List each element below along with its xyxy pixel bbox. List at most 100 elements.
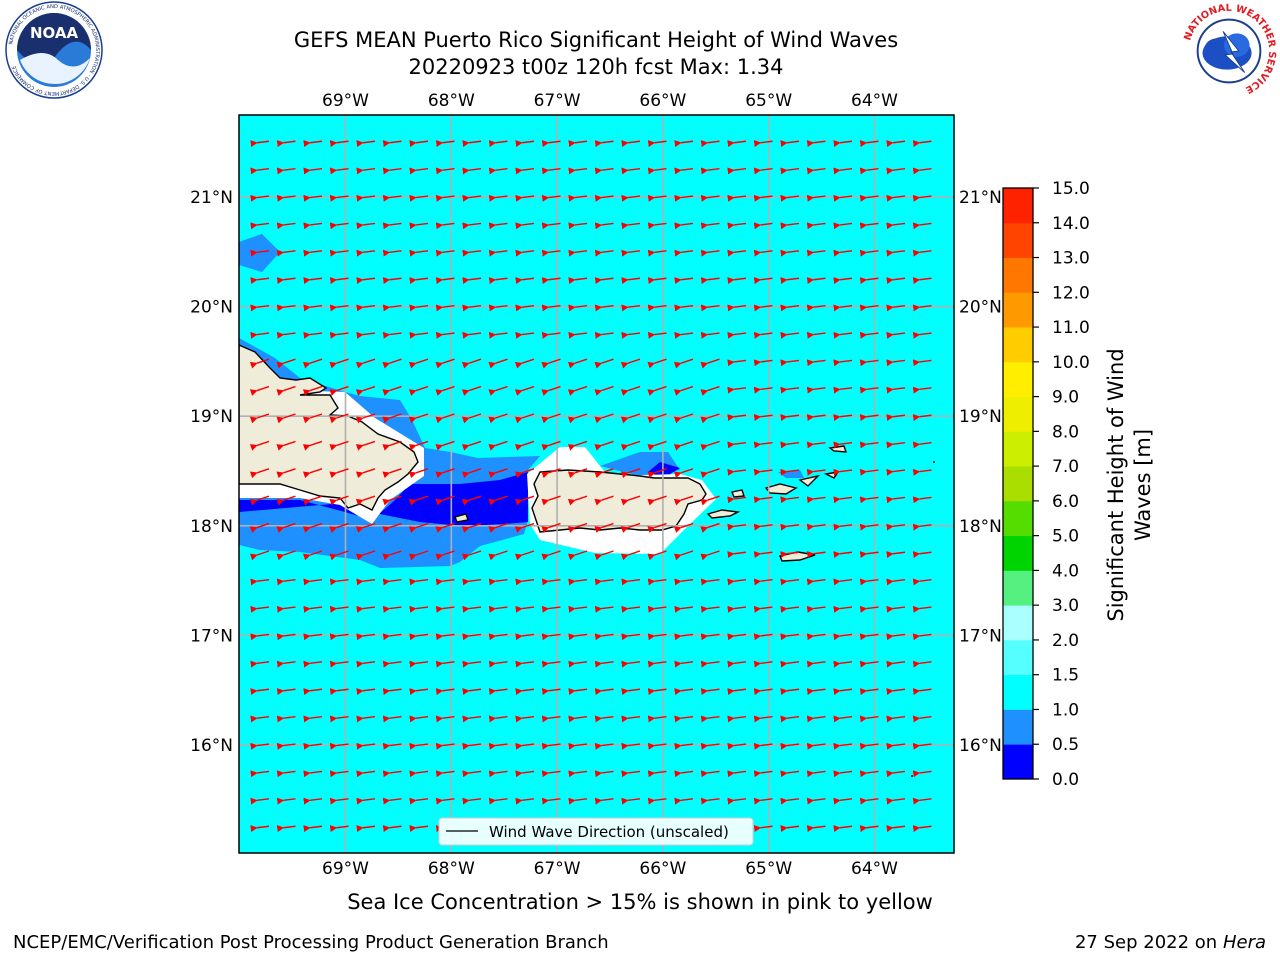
wave-direction-arrow — [329, 578, 349, 586]
wave-direction-arrow — [408, 413, 429, 424]
wave-direction-arrow — [329, 140, 349, 148]
wave-direction-arrow — [673, 550, 694, 561]
wave-direction-arrow — [780, 277, 800, 285]
wave-direction-arrow — [409, 797, 429, 805]
lon-label-bottom: 68°W — [428, 859, 475, 879]
wave-direction-arrow — [541, 495, 561, 506]
wave-direction-arrow — [276, 304, 296, 312]
wave-direction-arrow — [515, 222, 535, 230]
wave-direction-arrow — [276, 140, 296, 148]
wave-direction-arrow — [249, 468, 270, 479]
wave-direction-arrow — [488, 140, 508, 148]
wave-direction-arrow — [514, 522, 535, 533]
wave-direction-arrow — [674, 660, 694, 668]
wave-direction-arrow — [859, 249, 879, 257]
wave-direction-arrow — [833, 277, 853, 285]
wave-direction-arrow — [912, 222, 932, 230]
wave-direction-arrow — [859, 660, 879, 668]
wave-direction-arrow — [382, 413, 402, 424]
wave-direction-arrow — [276, 440, 296, 451]
wave-direction-arrow — [462, 797, 482, 805]
wave-direction-arrow — [303, 715, 323, 723]
wave-direction-arrow — [250, 797, 270, 805]
wave-direction-arrow — [462, 633, 482, 641]
colorbar-tick-label: 15.0 — [1052, 179, 1090, 199]
wave-direction-arrow — [700, 715, 720, 723]
wave-direction-arrow — [409, 578, 429, 586]
wave-direction-arrow — [408, 385, 429, 396]
wave-direction-arrow — [859, 222, 879, 230]
wave-direction-arrow — [647, 385, 667, 396]
wave-direction-arrow — [541, 605, 561, 613]
wave-direction-arrow — [806, 742, 826, 750]
date-text: 27 Sep 2022 on Hera — [1075, 932, 1266, 953]
wave-direction-arrow — [780, 496, 800, 504]
wave-direction-arrow — [833, 167, 853, 175]
wave-direction-arrow — [515, 660, 535, 668]
wave-direction-arrow — [833, 660, 853, 668]
wave-direction-arrow — [302, 440, 323, 451]
wave-direction-arrow — [753, 140, 773, 148]
wave-direction-arrow — [303, 249, 323, 257]
wave-direction-arrow — [700, 633, 720, 641]
wave-direction-arrow — [753, 797, 773, 805]
colorbar-segment — [1003, 327, 1033, 363]
wave-direction-arrow — [409, 140, 429, 148]
wave-direction-arrow — [727, 386, 747, 394]
colorbar-tick-label: 6.0 — [1052, 492, 1079, 512]
wave-direction-arrow — [621, 742, 641, 750]
mona-island — [454, 513, 469, 523]
wave-direction-arrow — [488, 194, 508, 202]
wave-direction-arrow — [833, 797, 853, 805]
wave-direction-arrow — [594, 277, 614, 285]
legend: Wind Wave Direction (unscaled) — [438, 817, 754, 846]
wave-direction-arrow — [541, 797, 561, 805]
wave-direction-arrow — [594, 688, 614, 696]
wave-direction-arrow — [753, 277, 773, 285]
wave-direction-arrow — [356, 688, 376, 696]
wave-direction-arrow — [859, 167, 879, 175]
colorbar-segment — [1003, 570, 1033, 606]
wave-direction-arrow — [780, 770, 800, 778]
wave-direction-arrow — [859, 140, 879, 148]
latitude-labels-right: 21°N 20°N 19°N 18°N 17°N 16°N — [959, 188, 1002, 756]
wave-direction-arrow — [594, 385, 614, 396]
wave-direction-arrow — [700, 249, 720, 257]
wave-direction-arrow — [276, 715, 296, 723]
wave-direction-arrow — [674, 140, 694, 148]
wave-direction-arrow — [303, 167, 323, 175]
wave-direction-arrow — [276, 770, 296, 778]
wave-direction-arrow — [435, 468, 455, 479]
wave-direction-arrow — [647, 194, 667, 202]
wave-direction-arrow — [462, 605, 482, 613]
wave-direction-arrow — [594, 331, 614, 339]
wave-direction-arrow — [727, 441, 747, 449]
wave-direction-arrow — [674, 194, 694, 202]
wave-direction-arrow — [727, 414, 747, 422]
wave-direction-arrow — [329, 358, 349, 369]
wave-direction-arrow — [355, 440, 376, 451]
wave-direction-arrow — [382, 440, 402, 451]
wave-direction-arrow — [859, 414, 879, 422]
wave-direction-arrow — [674, 578, 694, 586]
wave-direction-arrow — [674, 167, 694, 175]
wave-direction-arrow — [806, 414, 826, 422]
wave-direction-arrow — [382, 249, 402, 257]
wave-direction-arrow — [276, 825, 296, 833]
wave-direction-arrow — [382, 550, 402, 561]
wave-direction-arrow — [356, 797, 376, 805]
wave-direction-arrow — [303, 222, 323, 230]
wave-direction-arrow — [356, 167, 376, 175]
wave-direction-arrow — [462, 167, 482, 175]
wave-direction-arrow — [488, 440, 508, 451]
colorbar-segment — [1003, 709, 1033, 745]
wave-direction-arrow — [435, 385, 455, 396]
wave-direction-arrow — [806, 523, 826, 531]
wave-direction-arrow — [568, 304, 588, 312]
wave-direction-arrow — [780, 551, 800, 559]
wave-direction-arrow — [568, 688, 588, 696]
wave-direction-arrow — [515, 715, 535, 723]
wave-direction-arrow — [780, 222, 800, 230]
wave-direction-arrow — [594, 440, 614, 451]
wave-direction-arrow — [912, 386, 932, 394]
